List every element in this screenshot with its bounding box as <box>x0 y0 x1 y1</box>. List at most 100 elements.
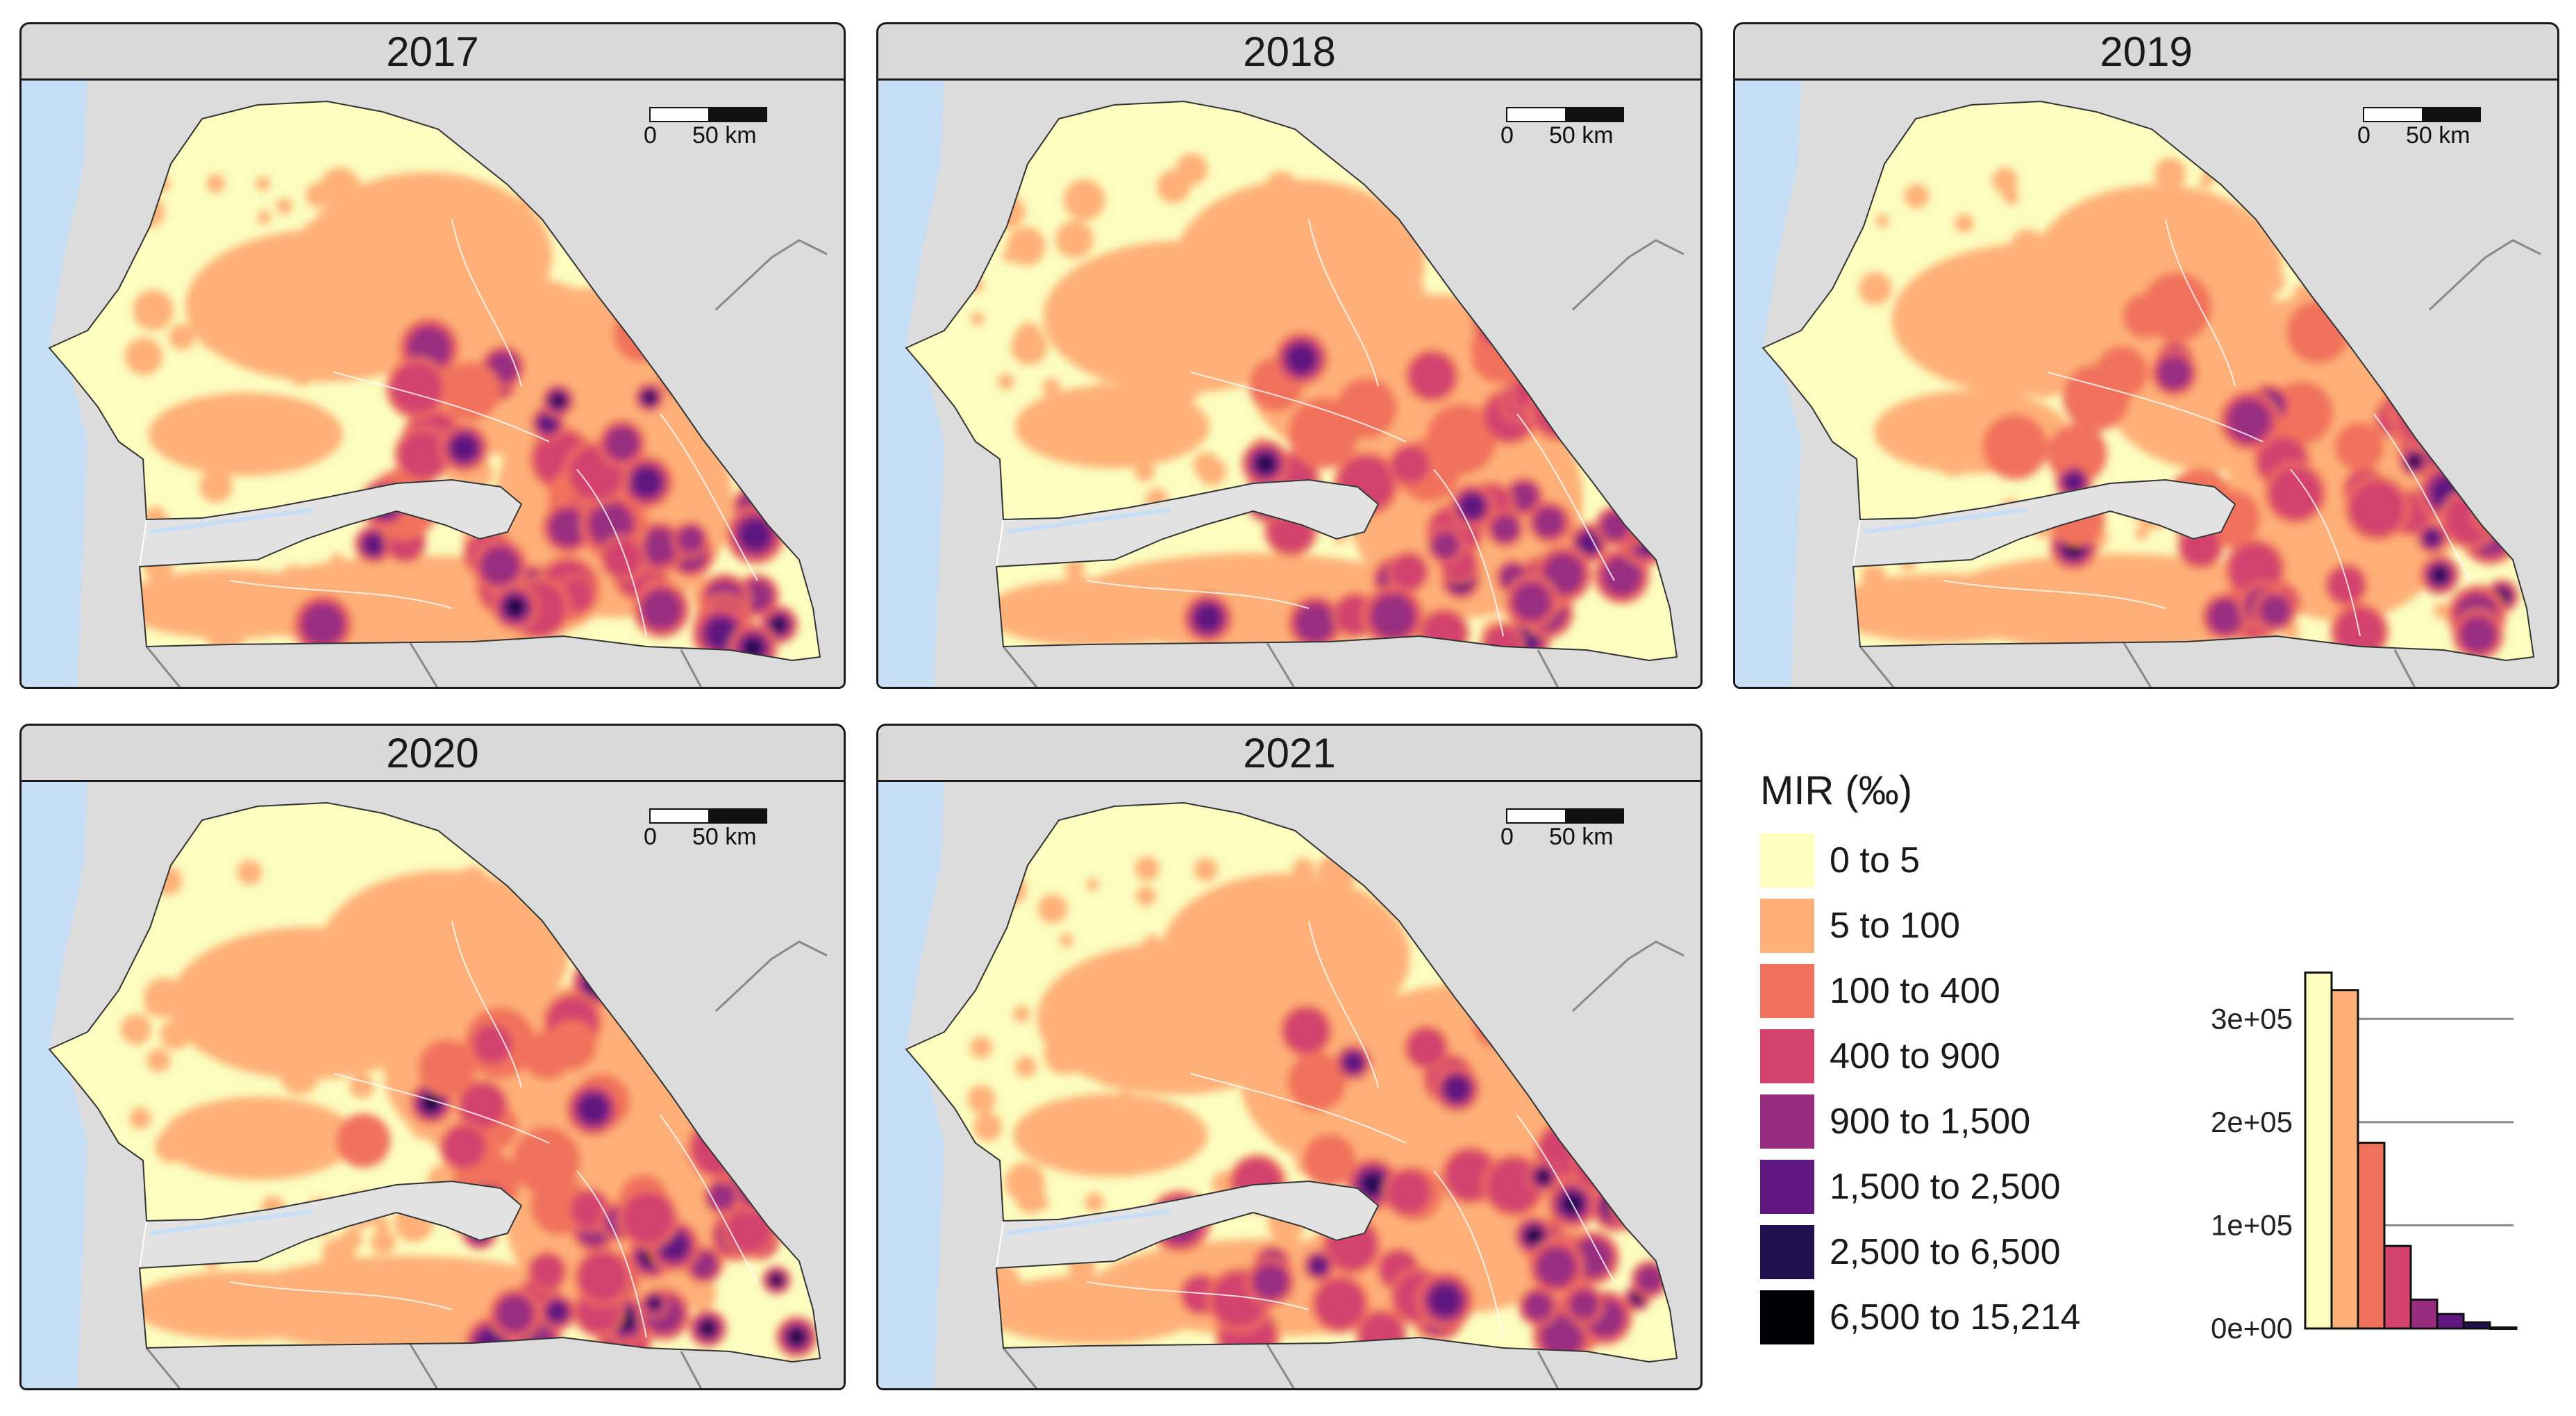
district-boundaries <box>229 219 758 637</box>
legend-item: 900 to 1,500 <box>1760 1089 2080 1154</box>
map-canvas <box>878 81 1700 687</box>
senegal-outline <box>905 801 1678 1363</box>
class-histogram: 0e+00 1e+05 2e+05 3e+05 <box>2211 971 2518 1344</box>
gambia-river <box>149 508 314 534</box>
district-boundaries <box>1086 219 1615 637</box>
scale-label-zero: 0 <box>1500 824 1514 850</box>
histogram-bar <box>2357 1142 2386 1330</box>
panel-title-strip: 2017 <box>19 22 846 81</box>
map-frame: 0 50 km <box>1733 81 2559 689</box>
map-panel-2019: 2019 0 50 km <box>1733 22 2559 689</box>
district-boundaries <box>229 920 758 1338</box>
map-panel-2020: 2020 0 50 km <box>19 724 846 1390</box>
scale-bar-graphic <box>649 107 767 122</box>
legend-swatch <box>1760 1094 1814 1149</box>
scale-bar: 0 50 km <box>1500 808 1624 851</box>
legend-label: 1,500 to 2,500 <box>1830 1167 2061 1207</box>
scale-bar: 0 50 km <box>644 808 767 851</box>
panel-year-label: 2018 <box>1243 28 1336 75</box>
legend-item: 2,500 to 6,500 <box>1760 1219 2080 1285</box>
senegal-outline <box>48 801 821 1363</box>
histogram-tick-label: 0e+00 <box>2211 1312 2293 1344</box>
map-canvas <box>22 782 844 1388</box>
map-canvas <box>878 782 1700 1388</box>
histogram-bar <box>2330 989 2359 1330</box>
legend-item: 100 to 400 <box>1760 958 2080 1024</box>
district-boundaries <box>1943 219 2472 637</box>
scale-bar-graphic <box>649 808 767 824</box>
scale-label-fifty: 50 km <box>692 122 757 149</box>
legend-items: 0 to 5 5 to 100 100 to 400 400 to 900 900 to… <box>1760 828 2080 1350</box>
neighbour-borders <box>1002 940 1684 1388</box>
legend-swatch <box>1760 964 1814 1018</box>
scale-bar-graphic <box>1506 107 1624 122</box>
histogram-bar <box>2436 1313 2465 1330</box>
scale-label-fifty: 50 km <box>692 824 757 850</box>
ocean <box>22 782 87 1388</box>
legend-swatch <box>1760 899 1814 953</box>
scale-label-fifty: 50 km <box>1549 122 1614 149</box>
mir-surface <box>1763 101 2534 660</box>
scale-label-zero: 0 <box>2357 122 2370 149</box>
scale-label-fifty: 50 km <box>2406 122 2470 149</box>
scale-bar-graphic <box>1506 808 1624 824</box>
histogram-bar <box>2304 971 2333 1330</box>
panel-title-strip: 2018 <box>876 22 1703 81</box>
senegal-outline <box>905 100 1678 662</box>
ocean <box>22 81 87 687</box>
scale-label-zero: 0 <box>644 122 657 149</box>
neighbour-borders <box>145 940 828 1388</box>
histogram-bar <box>2383 1244 2412 1330</box>
legend-item: 0 to 5 <box>1760 828 2080 893</box>
legend-label: 400 to 900 <box>1830 1036 2000 1076</box>
legend-label: 0 to 5 <box>1830 840 1921 881</box>
panel-year-label: 2021 <box>1243 729 1336 776</box>
panel-year-label: 2019 <box>2100 28 2193 75</box>
map-frame: 0 50 km <box>19 81 846 689</box>
legend-label: 2,500 to 6,500 <box>1830 1232 2061 1272</box>
scale-bar-graphic <box>2363 107 2481 122</box>
map-frame: 0 50 km <box>876 782 1703 1390</box>
legend-swatch <box>1760 1290 1814 1344</box>
scale-bar: 0 50 km <box>2357 107 2481 150</box>
histogram-tick-label: 2e+05 <box>2211 1106 2293 1138</box>
histogram-tick-label: 3e+05 <box>2211 1002 2293 1035</box>
map-canvas <box>22 81 844 687</box>
legend-swatch <box>1760 833 1814 888</box>
gambia-river <box>1863 508 2027 534</box>
legend-label: 900 to 1,500 <box>1830 1101 2031 1142</box>
map-frame: 0 50 km <box>19 782 846 1390</box>
ocean <box>1735 81 1801 687</box>
map-frame: 0 50 km <box>876 81 1703 689</box>
panel-year-label: 2020 <box>386 729 479 776</box>
legend: MIR (‰) 0 to 5 5 to 100 100 to 400 400 to 9… <box>1760 767 2080 1350</box>
panel-year-label: 2017 <box>386 28 479 75</box>
scale-label-zero: 0 <box>644 824 657 850</box>
legend-label: 6,500 to 15,214 <box>1830 1297 2081 1338</box>
senegal-outline <box>1762 100 2535 662</box>
legend-title: MIR (‰) <box>1760 768 1913 813</box>
map-panel-2021: 2021 0 50 km <box>876 724 1703 1390</box>
legend-label: 5 to 100 <box>1830 906 1960 946</box>
ocean <box>878 81 944 687</box>
histogram-bar <box>2462 1321 2491 1330</box>
neighbour-borders <box>145 239 828 687</box>
gambia-river <box>1006 508 1171 534</box>
neighbour-borders <box>1859 239 2541 687</box>
gambia-river <box>149 1209 314 1235</box>
scale-label-fifty: 50 km <box>1549 824 1614 850</box>
histogram-bar <box>2409 1298 2439 1330</box>
neighbour-borders <box>1002 239 1684 687</box>
district-boundaries <box>1086 920 1615 1338</box>
legend-item: 1,500 to 2,500 <box>1760 1154 2080 1219</box>
map-panel-2017: 2017 0 50 km <box>19 22 846 689</box>
legend-label: 100 to 400 <box>1830 971 2000 1011</box>
legend-swatch <box>1760 1029 1814 1083</box>
gambia-river <box>1006 1209 1171 1235</box>
ocean <box>878 782 944 1388</box>
scale-bar: 0 50 km <box>1500 107 1624 150</box>
legend-item: 6,500 to 15,214 <box>1760 1285 2080 1350</box>
senegal-outline <box>48 100 821 662</box>
scale-bar: 0 50 km <box>644 107 767 150</box>
panel-title-strip: 2019 <box>1733 22 2559 81</box>
